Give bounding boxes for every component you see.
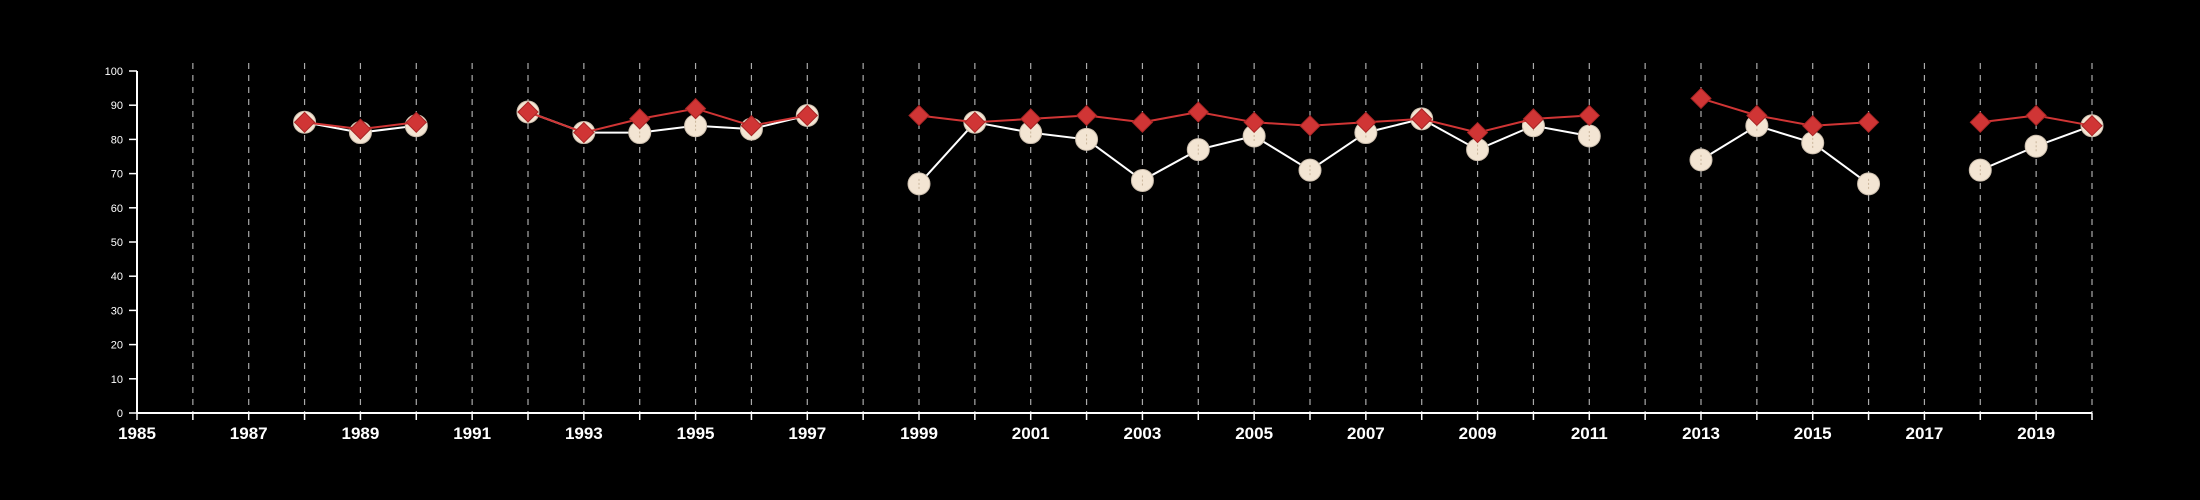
- vertical-grid: [192, 63, 2093, 413]
- y-tick-label: 60: [111, 203, 123, 215]
- x-tick-label: 1985: [118, 424, 156, 443]
- data-point-diamond: [405, 111, 427, 134]
- x-tick-label: 1991: [453, 424, 491, 443]
- series-2: [293, 87, 2103, 144]
- data-point-diamond: [908, 104, 930, 127]
- y-tick-label: 90: [111, 100, 123, 112]
- x-tick-label: 1997: [788, 424, 826, 443]
- y-tick-label: 70: [111, 169, 123, 181]
- data-point-diamond: [517, 101, 539, 123]
- data-point-diamond: [1131, 111, 1154, 134]
- y-tick-label: 50: [111, 237, 123, 249]
- data-point-diamond: [1299, 115, 1321, 137]
- data-point-diamond: [1857, 111, 1880, 134]
- series-line: [1700, 97, 1869, 127]
- data-point-diamond: [1466, 121, 1489, 144]
- data-point-diamond: [1690, 87, 1712, 110]
- data-point-diamond: [573, 121, 595, 144]
- x-tick-label: 2007: [1347, 424, 1385, 443]
- x-tick-label: 1989: [342, 424, 380, 443]
- x-tick-label: 2005: [1235, 424, 1273, 443]
- x-tick-label: 1987: [230, 424, 268, 443]
- data-point-diamond: [1969, 111, 1991, 134]
- data-point-diamond: [1075, 104, 1098, 127]
- data-point-diamond: [1187, 101, 1209, 123]
- y-tick-label: 10: [111, 374, 123, 386]
- x-tick-label: 2009: [1459, 424, 1497, 443]
- data-point-diamond: [740, 115, 763, 137]
- data-point-diamond: [964, 111, 986, 134]
- y-tick-label: 0: [117, 408, 123, 420]
- axes: 0 10 20 30 40 50 60 70 80 90 100 1985 1987 1989 1991 19…: [105, 66, 2093, 443]
- data-point-diamond: [629, 108, 651, 130]
- data-point-diamond: [349, 118, 372, 140]
- x-tick-label: 1999: [900, 424, 938, 443]
- data-point-diamond: [1802, 115, 1824, 137]
- x-tick-label: 2015: [1794, 424, 1832, 443]
- series-line: [527, 107, 808, 134]
- x-tick-label: 2003: [1124, 424, 1162, 443]
- data-point-diamond: [1746, 104, 1768, 127]
- data-point-diamond: [796, 104, 818, 127]
- y-tick-label: 20: [111, 340, 123, 352]
- data-point-diamond: [1355, 111, 1377, 134]
- series-line: [1700, 124, 1870, 185]
- data-point-diamond: [1243, 111, 1265, 134]
- y-tick-label: 30: [111, 305, 123, 317]
- x-tick-label: 2011: [1571, 424, 1608, 443]
- data-point-diamond: [1578, 104, 1600, 127]
- data-point-diamond: [293, 111, 316, 134]
- x-tick-label: 2001: [1012, 424, 1050, 443]
- data-point-diamond: [1020, 108, 1042, 130]
- x-tick-label: 2013: [1682, 424, 1720, 443]
- data-point-diamond: [2025, 104, 2047, 127]
- data-point-diamond: [1411, 108, 1433, 130]
- data-point-diamond: [684, 97, 707, 120]
- y-tick-label: 80: [111, 134, 123, 146]
- y-tick-label: 100: [105, 66, 123, 78]
- series-group: [293, 87, 2104, 196]
- x-tick-label: 1993: [565, 424, 603, 443]
- data-point-diamond: [2081, 115, 2103, 137]
- y-tick-label: 40: [111, 271, 123, 283]
- x-tick-label: 2019: [2017, 424, 2055, 443]
- x-tick-label: 2017: [1906, 424, 1944, 443]
- data-point-diamond: [1522, 108, 1545, 130]
- x-tick-label: 1995: [677, 424, 715, 443]
